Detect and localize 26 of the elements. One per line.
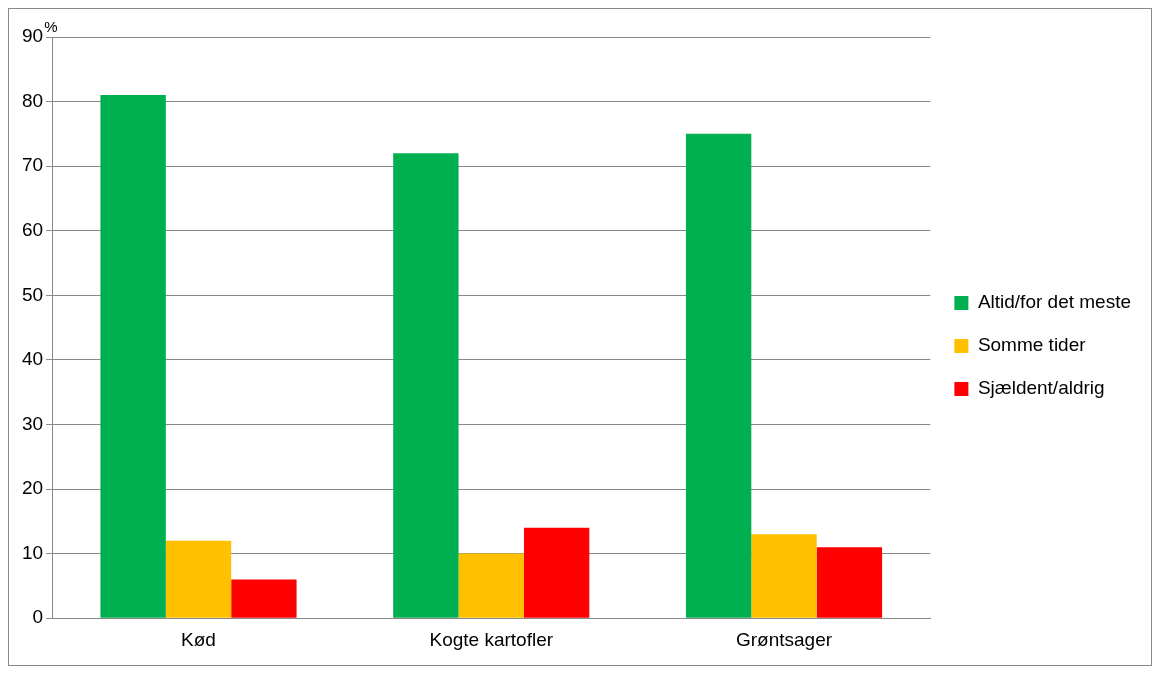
bar bbox=[751, 534, 817, 618]
bar bbox=[100, 95, 166, 618]
y-tick-label: 40 bbox=[21, 348, 44, 370]
y-tick-label: 30 bbox=[21, 412, 44, 434]
y-tick-label: 60 bbox=[21, 218, 44, 240]
legend-label: Sjældent/aldrig bbox=[977, 377, 1105, 399]
y-tick-label: 20 bbox=[21, 477, 44, 499]
bar bbox=[685, 133, 752, 618]
x-tick-label: Kogte kartofler bbox=[429, 628, 554, 650]
y-axis-title: % bbox=[44, 17, 58, 35]
bar bbox=[458, 553, 524, 618]
legend-label: Somme tider bbox=[977, 334, 1087, 356]
legend-label: Altid/for det meste bbox=[977, 291, 1131, 313]
bar bbox=[523, 527, 590, 618]
bar bbox=[231, 579, 297, 618]
y-tick-label: 0 bbox=[32, 606, 44, 628]
y-tick-label: 90 bbox=[21, 25, 44, 47]
bar bbox=[393, 153, 459, 618]
y-tick-label: 80 bbox=[21, 89, 44, 111]
bar bbox=[816, 547, 883, 618]
y-tick-label: 50 bbox=[21, 283, 44, 305]
x-tick-label: Grøntsager bbox=[735, 628, 833, 650]
bar bbox=[165, 540, 232, 618]
y-tick-label: 70 bbox=[21, 154, 44, 176]
x-tick-label: Kød bbox=[181, 628, 216, 650]
y-tick-label: 10 bbox=[21, 541, 44, 563]
